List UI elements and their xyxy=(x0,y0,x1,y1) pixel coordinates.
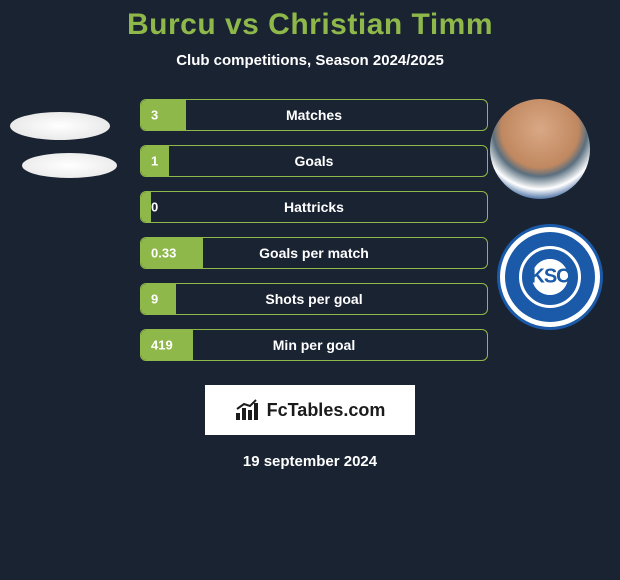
chart-icon xyxy=(235,399,261,421)
stat-row: 9Shots per goal xyxy=(140,283,488,315)
stat-label: Goals xyxy=(141,153,487,169)
brand-label: FcTables.com xyxy=(267,400,386,421)
stat-label: Shots per goal xyxy=(141,291,487,307)
stat-label: Hattricks xyxy=(141,199,487,215)
stat-label: Min per goal xyxy=(141,337,487,353)
player-photo-right xyxy=(490,99,590,199)
root: Burcu vs Christian Timm Club competition… xyxy=(0,0,620,470)
stat-row: 0.33Goals per match xyxy=(140,237,488,269)
stat-row: 3Matches xyxy=(140,99,488,131)
stat-row: 419Min per goal xyxy=(140,329,488,361)
stat-row: 1Goals xyxy=(140,145,488,177)
stats-list: 3Matches 1Goals 0Hattricks 0.33Goals per ma… xyxy=(140,99,488,375)
brand-box: FcTables.com xyxy=(205,385,415,435)
page-title: Burcu vs Christian Timm xyxy=(0,8,620,42)
stat-label: Matches xyxy=(141,107,487,123)
badge-outer-ring: KSC xyxy=(500,227,600,327)
player-photo-left-top xyxy=(10,112,110,140)
date-label: 19 september 2024 xyxy=(0,453,620,470)
club-badge-right: KSC xyxy=(500,227,600,327)
comparison-area: KSC 3Matches 1Goals 0Hattricks 0.33Goals pe… xyxy=(0,99,620,379)
badge-inner-circle: KSC xyxy=(519,246,581,308)
player-photo-left-bottom xyxy=(22,153,117,178)
subtitle: Club competitions, Season 2024/2025 xyxy=(0,52,620,69)
stat-row: 0Hattricks xyxy=(140,191,488,223)
badge-abbrev: KSC xyxy=(530,266,569,289)
stat-label: Goals per match xyxy=(141,245,487,261)
